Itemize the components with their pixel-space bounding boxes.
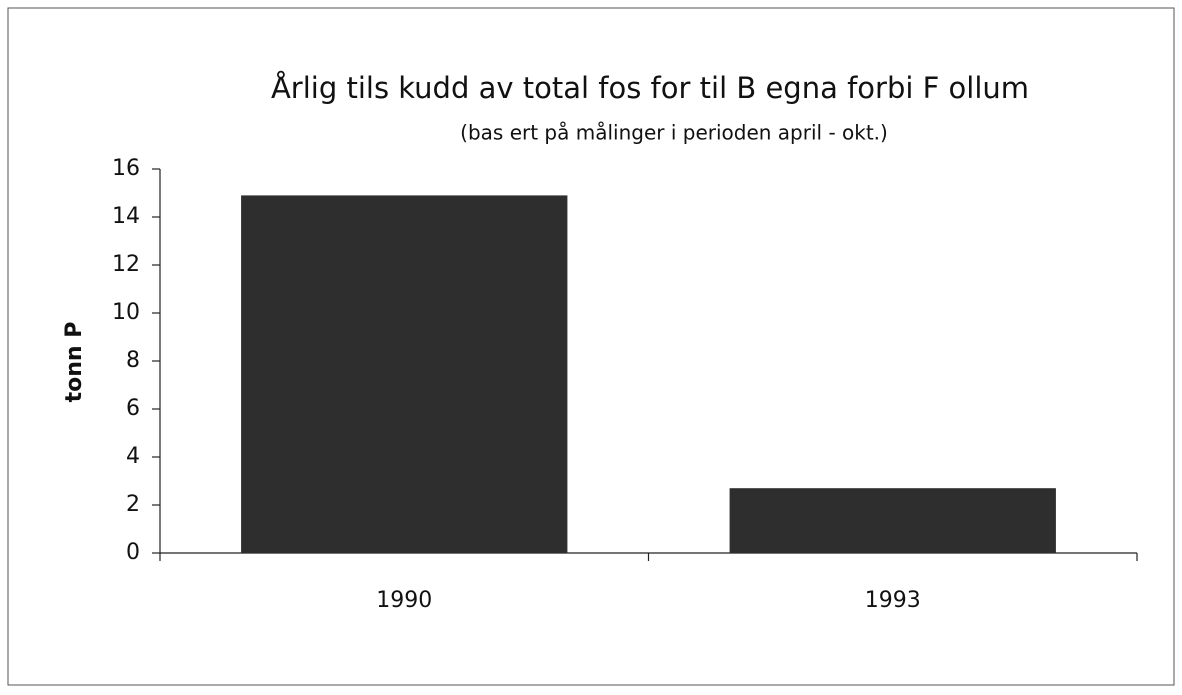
y-tick-label: 6 — [126, 396, 140, 421]
y-tick-label: 10 — [112, 300, 140, 325]
bar — [729, 488, 1056, 553]
y-tick-label: 12 — [112, 252, 140, 277]
x-tick-label: 1993 — [865, 588, 921, 613]
y-tick-label: 2 — [126, 492, 140, 517]
x-tick-label: 1990 — [376, 588, 432, 613]
y-tick-label: 4 — [126, 444, 140, 469]
chart-title: Årlig tils kudd av total fos for til B e… — [271, 71, 1029, 105]
y-tick-label: 14 — [112, 204, 140, 229]
y-tick-label: 16 — [112, 156, 140, 181]
y-axis-label: tonn P — [62, 322, 87, 403]
y-tick-label: 8 — [126, 348, 140, 373]
chart-subtitle: (bas ert på målinger i perioden april - … — [460, 121, 888, 145]
chart-frame — [7, 7, 1175, 686]
bar — [241, 195, 568, 553]
y-tick-label: 0 — [126, 540, 140, 565]
